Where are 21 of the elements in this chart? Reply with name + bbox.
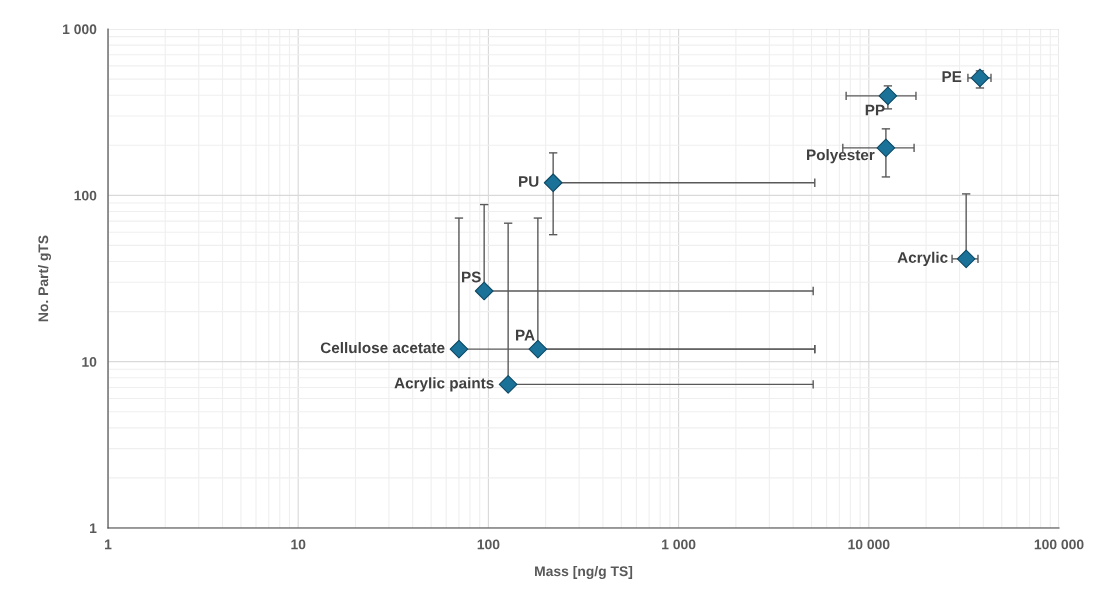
annotation: PE <box>942 71 962 82</box>
y-tick-label: 1 000 <box>63 24 97 35</box>
annotation: Acrylic paints <box>394 377 494 392</box>
annotation: Cellulose acetate <box>320 341 445 354</box>
x-tick-label: 100 <box>477 539 500 550</box>
annotation: PP <box>865 104 885 116</box>
annotation: PS <box>462 271 481 283</box>
x-tick-label: 1 000 <box>662 539 696 550</box>
x-tick-label: 100 000 <box>1034 539 1084 550</box>
x-tick-label: 10 <box>291 539 306 550</box>
y-tick-label: 10 <box>82 357 97 367</box>
x-tick-label: 10 000 <box>848 539 890 550</box>
annotation: PU <box>519 176 539 187</box>
x-tick-label: 1 <box>105 539 112 550</box>
y-tick-label: 1 <box>90 523 97 534</box>
x-axis-title: Mass [ng/g TS] <box>535 565 633 579</box>
annotation: Acrylic <box>897 251 948 266</box>
y-axis-title: No. Part/ gTS <box>38 235 52 322</box>
annotation: PA <box>516 329 535 341</box>
y-tick-label: 100 <box>74 190 97 201</box>
annotation: Polyester <box>807 149 875 164</box>
